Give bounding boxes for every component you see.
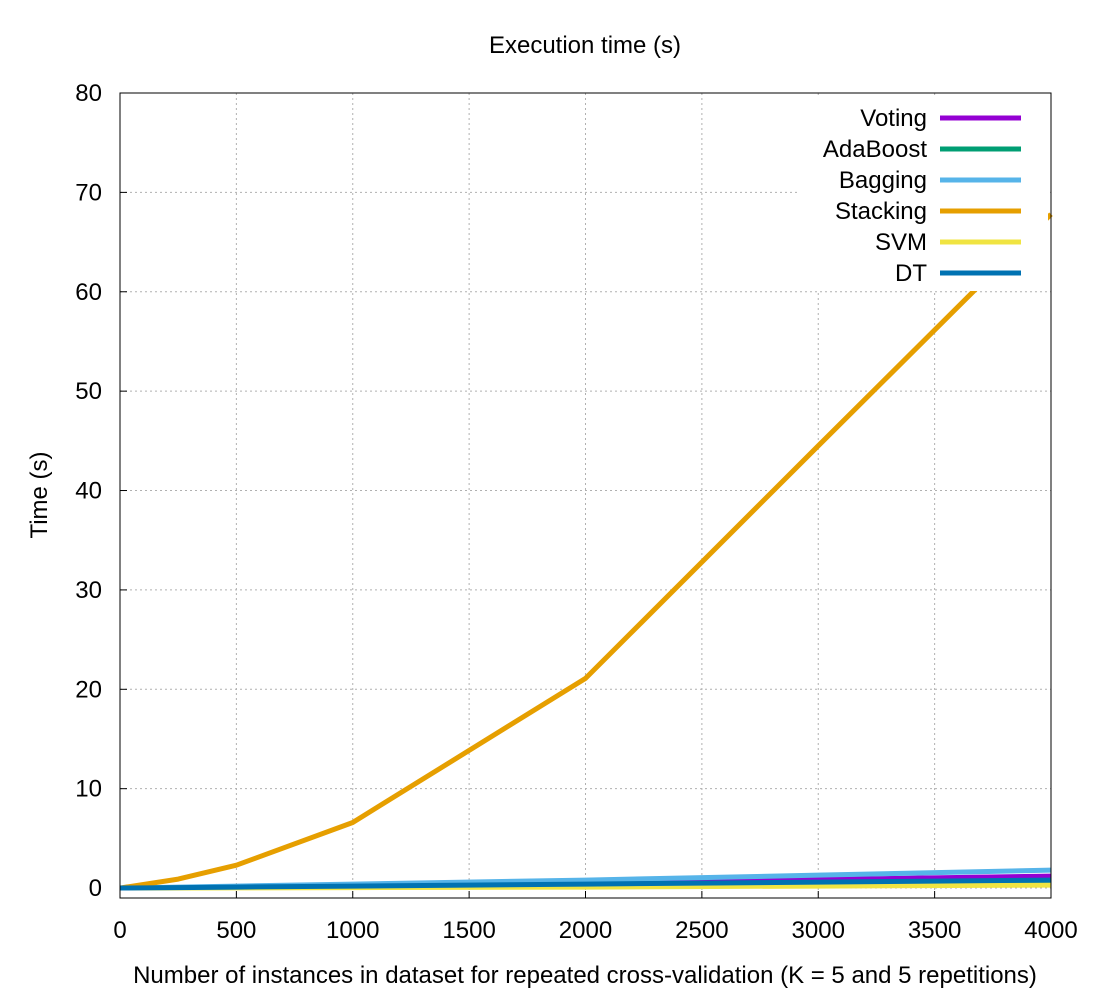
legend-label-stacking: Stacking [835, 198, 927, 225]
y-tick-label: 60 [75, 279, 102, 306]
legend-label-svm: SVM [875, 229, 927, 256]
legend-label-voting: Voting [860, 105, 927, 132]
y-tick-label: 30 [75, 577, 102, 604]
axis-ticks: 0 500 1000 1500 2000 2500 3000 3500 4000 0 10 20 30 4… [75, 80, 1077, 944]
x-tick-label: 3500 [908, 917, 961, 944]
x-tick-label: 2000 [559, 917, 612, 944]
x-tick-label: 4000 [1024, 917, 1077, 944]
series-line-dt [119, 877, 1052, 891]
legend-label-dt: DT [895, 260, 927, 287]
y-axis-label: Time (s) [26, 451, 53, 538]
chart-title: Execution time (s) [489, 32, 681, 59]
legend-background [800, 95, 1048, 291]
series-line-stacking [119, 212, 1053, 891]
y-tick-label: 40 [75, 478, 102, 505]
series-lines [119, 212, 1053, 891]
y-tick-label: 0 [89, 875, 102, 902]
plot-frame [119, 92, 1052, 899]
x-tick-label: 1500 [442, 917, 495, 944]
x-tick-label: 0 [113, 917, 126, 944]
x-tick-label: 500 [216, 917, 256, 944]
y-tick-label: 10 [75, 776, 102, 803]
legend: Voting AdaBoost Bagging Stacking SVM DT [800, 95, 1048, 291]
x-tick-label: 1000 [326, 917, 379, 944]
y-tick-label: 80 [75, 80, 102, 107]
legend-label-adaboost: AdaBoost [823, 136, 927, 163]
x-tick-label: 3000 [792, 917, 845, 944]
y-tick-label: 20 [75, 676, 102, 703]
x-tick-label: 2500 [675, 917, 728, 944]
x-axis-label: Number of instances in dataset for repea… [133, 962, 1037, 989]
legend-label-bagging: Bagging [839, 167, 927, 194]
y-tick-label: 50 [75, 378, 102, 405]
y-tick-label: 70 [75, 179, 102, 206]
